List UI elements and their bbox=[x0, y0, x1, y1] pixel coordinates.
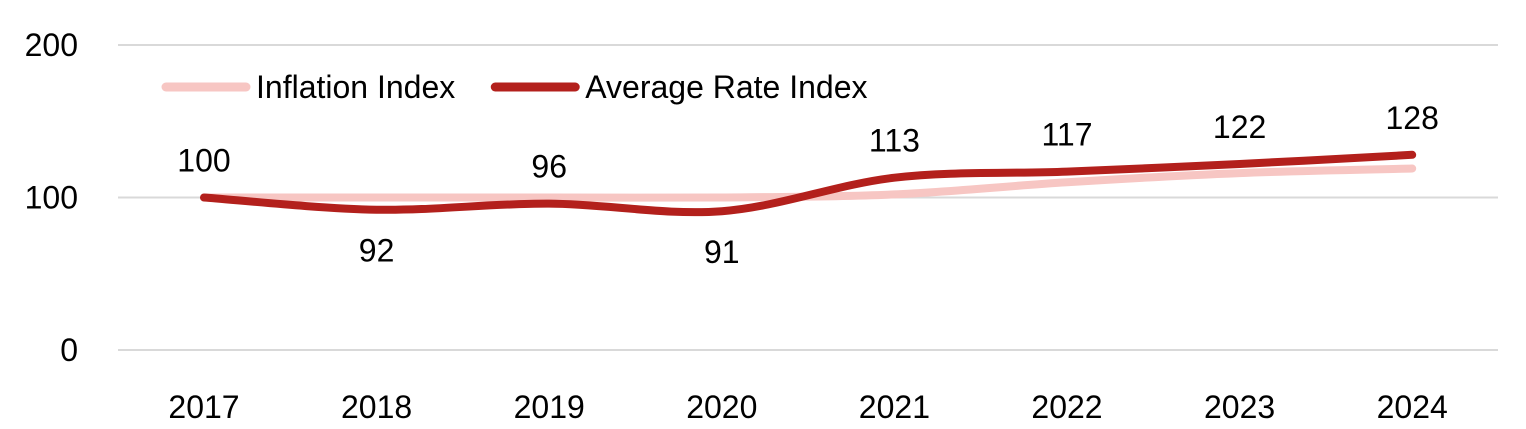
data-label: 96 bbox=[531, 149, 567, 185]
x-tick-label: 2021 bbox=[859, 389, 930, 425]
y-axis-ticks: 0 100 200 bbox=[25, 27, 78, 368]
x-axis-ticks: 2017 2018 2019 2020 2021 2022 2023 2024 bbox=[168, 389, 1447, 425]
legend-label: Average Rate Index bbox=[585, 69, 867, 105]
data-label: 122 bbox=[1213, 109, 1266, 145]
x-tick-label: 2019 bbox=[514, 389, 585, 425]
data-label: 92 bbox=[359, 233, 395, 269]
data-label: 117 bbox=[1041, 117, 1092, 153]
data-label: 100 bbox=[177, 143, 230, 179]
data-label: 113 bbox=[869, 123, 920, 159]
x-tick-label: 2017 bbox=[168, 389, 239, 425]
legend: Inflation Index Average Rate Index bbox=[161, 69, 868, 105]
x-tick-label: 2023 bbox=[1204, 389, 1275, 425]
x-tick-label: 2020 bbox=[686, 389, 757, 425]
legend-label: Inflation Index bbox=[256, 69, 455, 105]
series-lines bbox=[200, 150, 1417, 217]
legend-item-average-rate-index: Average Rate Index bbox=[490, 69, 868, 105]
x-tick-label: 2022 bbox=[1031, 389, 1102, 425]
x-tick-label: 2018 bbox=[341, 389, 412, 425]
series-line-average-rate-index bbox=[200, 150, 1417, 217]
legend-item-inflation-index: Inflation Index bbox=[161, 69, 455, 105]
x-tick-label: 2024 bbox=[1377, 389, 1448, 425]
y-tick-label: 100 bbox=[25, 180, 78, 216]
data-labels: 100 92 96 91 113 117 122 128 bbox=[177, 100, 1439, 270]
y-tick-label: 0 bbox=[60, 332, 78, 368]
data-label: 91 bbox=[704, 234, 740, 270]
y-tick-label: 200 bbox=[25, 27, 78, 63]
data-label: 128 bbox=[1386, 100, 1439, 136]
